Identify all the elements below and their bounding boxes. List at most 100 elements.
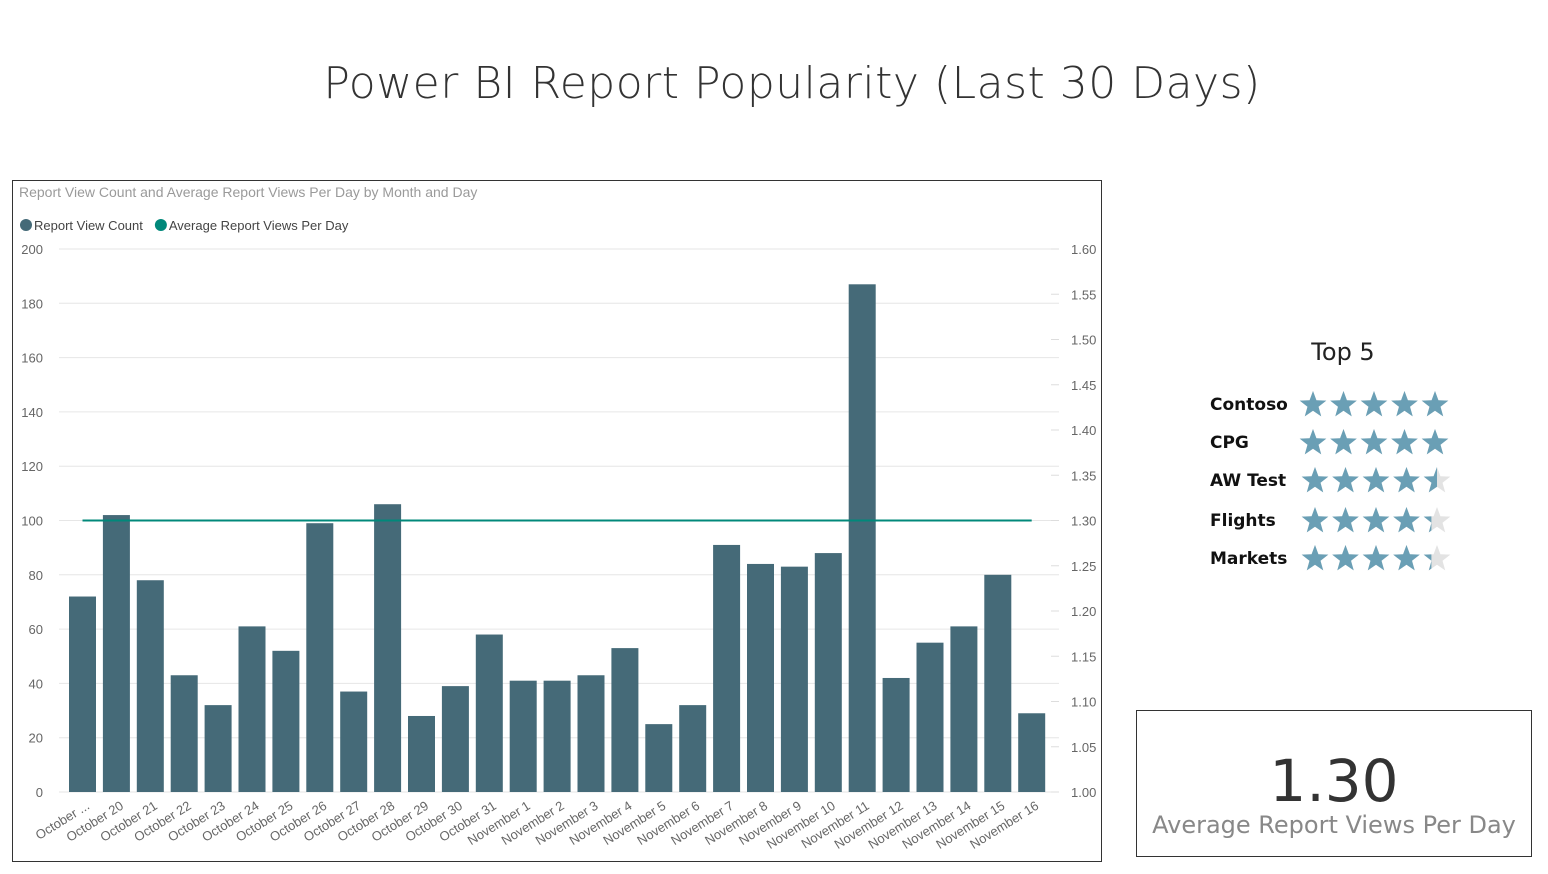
rating-name: Markets xyxy=(1210,549,1288,569)
bar xyxy=(780,566,808,792)
y-right-tick-label: 1.40 xyxy=(1071,423,1096,438)
y-left-tick-label: 0 xyxy=(36,785,43,800)
star-empty-icon xyxy=(1423,507,1451,533)
star-rating xyxy=(1301,467,1451,493)
star-icon xyxy=(1393,467,1420,493)
bar xyxy=(848,284,876,792)
bar xyxy=(272,650,300,792)
star-icon xyxy=(1362,467,1390,493)
legend-marker xyxy=(20,219,32,231)
star-rating xyxy=(1299,429,1449,455)
legend-label: Average Report Views Per Day xyxy=(169,218,349,233)
y-right-tick-label: 1.00 xyxy=(1071,785,1096,800)
star-icon xyxy=(1393,545,1420,571)
combo-chart[interactable]: Report View Count and Average Report Vie… xyxy=(12,180,1102,862)
star-icon xyxy=(1393,507,1420,533)
legend-marker xyxy=(154,219,167,231)
star-icon xyxy=(1421,429,1449,455)
star-icon xyxy=(1330,429,1357,455)
star-icon xyxy=(1299,391,1327,417)
y-right-tick-label: 1.10 xyxy=(1071,695,1096,710)
y-right-tick-label: 1.55 xyxy=(1071,287,1096,302)
star-icon xyxy=(1360,429,1388,455)
bar xyxy=(679,705,707,792)
star-icon xyxy=(1391,391,1418,417)
y-right-tick-label: 1.25 xyxy=(1071,559,1096,574)
star-icon xyxy=(1301,545,1329,571)
star-icon xyxy=(1332,467,1359,493)
star-icon xyxy=(1301,467,1329,493)
y-left-tick-label: 20 xyxy=(29,731,43,746)
bar xyxy=(713,544,741,792)
star-icon xyxy=(1391,429,1418,455)
bar xyxy=(475,634,503,792)
legend-label: Report View Count xyxy=(34,218,143,233)
star-icon xyxy=(1332,545,1359,571)
chart-canvas: Report View Count and Average Report Vie… xyxy=(19,184,1096,852)
star-empty-icon xyxy=(1423,545,1451,571)
bar xyxy=(340,691,368,792)
rating-name: CPG xyxy=(1210,433,1249,453)
y-left-tick-label: 80 xyxy=(29,568,43,583)
y-right-tick-label: 1.15 xyxy=(1071,649,1096,664)
star-rating xyxy=(1301,507,1451,533)
star-icon xyxy=(1423,516,1432,533)
y-right-tick-label: 1.35 xyxy=(1071,468,1096,483)
y-right-tick-label: 1.05 xyxy=(1071,740,1096,755)
y-left-tick-label: 180 xyxy=(21,296,43,311)
star-icon xyxy=(1299,429,1327,455)
star-icon xyxy=(1423,467,1437,493)
bar xyxy=(102,515,130,792)
star-icon xyxy=(1330,391,1357,417)
bar xyxy=(747,563,774,792)
bar xyxy=(408,715,435,792)
star-rating xyxy=(1301,545,1451,571)
page-title: Power BI Report Popularity (Last 30 Days… xyxy=(323,58,1261,109)
bar xyxy=(306,523,334,792)
y-right-tick-label: 1.60 xyxy=(1071,242,1096,257)
star-icon xyxy=(1362,507,1390,533)
y-left-tick-label: 140 xyxy=(21,405,43,420)
bar xyxy=(577,675,605,792)
bar xyxy=(170,675,198,792)
rating-name: AW Test xyxy=(1210,471,1287,491)
star-icon xyxy=(1332,507,1359,533)
star-icon xyxy=(1421,391,1449,417)
star-icon xyxy=(1301,507,1329,533)
rating-name: Flights xyxy=(1210,511,1276,531)
y-left-tick-label: 100 xyxy=(21,514,43,529)
y-right-tick-label: 1.45 xyxy=(1071,378,1096,393)
chart-title: Report View Count and Average Report Vie… xyxy=(19,184,477,200)
y-right-tick-label: 1.50 xyxy=(1071,333,1096,348)
star-icon xyxy=(1360,391,1388,417)
y-right-tick-label: 1.20 xyxy=(1071,604,1096,619)
bar xyxy=(984,574,1012,792)
top5-title: Top 5 xyxy=(1311,338,1375,366)
bar xyxy=(543,680,571,792)
bar xyxy=(814,553,842,792)
bar xyxy=(509,680,537,792)
bar xyxy=(916,642,944,792)
bar xyxy=(374,504,402,792)
bar xyxy=(238,626,266,792)
bar xyxy=(645,724,673,792)
y-right-tick-label: 1.30 xyxy=(1071,514,1096,529)
bar xyxy=(204,705,232,792)
star-rating xyxy=(1299,391,1449,417)
star-icon xyxy=(1423,554,1432,571)
kpi-card[interactable]: 1.30 Average Report Views Per Day xyxy=(1136,710,1532,857)
y-left-tick-label: 120 xyxy=(21,459,43,474)
bar xyxy=(136,580,164,792)
rating-name: Contoso xyxy=(1210,395,1288,415)
bar xyxy=(882,677,910,792)
y-left-tick-label: 40 xyxy=(29,676,43,691)
bar xyxy=(69,596,96,792)
kpi-value: 1.30 xyxy=(1269,747,1399,815)
kpi-label: Average Report Views Per Day xyxy=(1152,811,1516,839)
bar xyxy=(611,648,639,792)
y-left-tick-label: 160 xyxy=(21,351,43,366)
bar xyxy=(1018,713,1046,792)
y-left-tick-label: 200 xyxy=(21,242,43,257)
bar xyxy=(441,686,469,792)
y-left-tick-label: 60 xyxy=(29,622,43,637)
